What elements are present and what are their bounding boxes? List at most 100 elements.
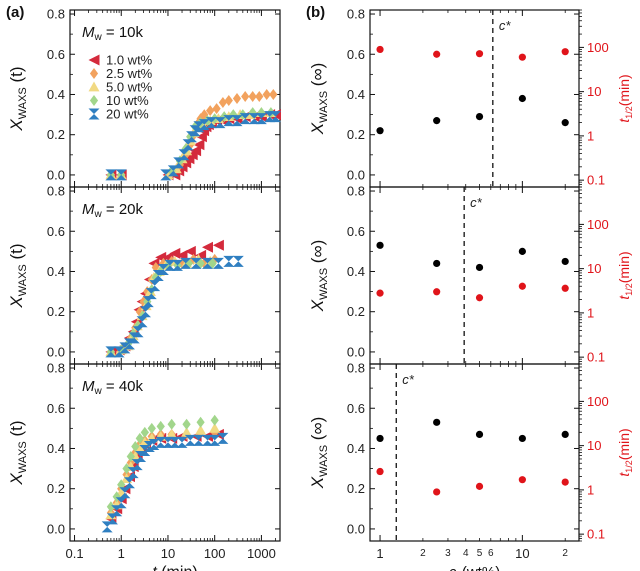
data-point [178, 149, 190, 161]
y-tick-label: 0.6 [347, 401, 365, 416]
legend-label: 5.0 wt% [106, 80, 153, 95]
data-point [193, 434, 204, 446]
legend-marker [88, 54, 100, 66]
y-tick-label: 0.8 [47, 184, 65, 199]
data-point [257, 107, 266, 119]
data-point [184, 434, 196, 446]
xwaxs-point [376, 434, 384, 443]
y-tick-label: 0.4 [347, 87, 365, 102]
x-tick-label: 10 [515, 546, 529, 561]
data-point [164, 259, 176, 271]
x-tick-label: 1000 [247, 546, 276, 561]
data-point [190, 145, 202, 157]
data-point [167, 418, 176, 430]
data-point [262, 89, 271, 100]
y-right-tick-label: 10 [587, 84, 601, 99]
data-point [223, 115, 235, 127]
data-point [115, 169, 127, 181]
data-point [239, 113, 251, 125]
data-point [208, 257, 217, 269]
y-axis-label: XWAXS (t) [7, 420, 29, 485]
y-right-tick-label: 10 [587, 261, 601, 276]
data-point [176, 436, 188, 448]
panel-label-b: (b) [306, 4, 325, 21]
y-tick-label: 0.8 [347, 184, 365, 199]
y-right-axis-label: t1/2(min) [616, 428, 634, 476]
y-tick-label: 0.8 [47, 7, 65, 22]
y-tick-label: 0.4 [47, 87, 65, 102]
x-tick-label: 100 [204, 546, 226, 561]
data-point [135, 432, 144, 444]
data-point [270, 111, 281, 123]
axes-frame [369, 363, 580, 542]
data-point [193, 139, 205, 151]
data-point [180, 257, 192, 269]
data-point [255, 113, 267, 125]
y-right-tick-label: 100 [587, 40, 609, 55]
y-axis-label: XWAXS (∞) [308, 417, 330, 490]
t-half-point [518, 53, 526, 61]
data-point [134, 443, 146, 453]
data-point [139, 445, 151, 456]
y-axis-label: XWAXS (t) [7, 243, 29, 308]
data-point [119, 342, 131, 354]
t-half-point [518, 282, 526, 290]
t-half-point [475, 482, 484, 490]
data-point [202, 241, 213, 253]
t-half-point [433, 288, 441, 296]
data-point [212, 239, 224, 251]
x-tick-label: 0.1 [65, 546, 83, 561]
t-half-point [561, 48, 569, 56]
t-half-point [475, 294, 484, 302]
legend-marker [88, 81, 100, 92]
data-point [255, 91, 264, 102]
data-point [157, 264, 169, 275]
data-point [190, 257, 202, 269]
data-point [166, 428, 178, 439]
data-point [232, 93, 242, 104]
y-right-axis-label: t1/2(min) [616, 74, 634, 122]
xwaxs-point [561, 430, 569, 438]
data-point [212, 103, 221, 115]
x-minor-tick-label: 2 [420, 548, 426, 559]
axes-layer [69, 9, 584, 542]
data-point [132, 326, 144, 338]
t-half-point [561, 284, 569, 292]
t-half-point [561, 478, 569, 486]
data-point [209, 422, 221, 433]
t-half-point [518, 476, 526, 484]
y-tick-label: 0.0 [47, 167, 65, 182]
data-point [202, 257, 213, 269]
data-point [106, 501, 115, 513]
axes-frame [369, 9, 580, 188]
y-tick-label: 0.6 [47, 47, 65, 62]
data-point [105, 346, 117, 358]
y-tick-label: 0.4 [47, 264, 65, 279]
data-point [224, 95, 233, 106]
data-point [149, 280, 161, 292]
data-point [172, 259, 183, 271]
y-tick-label: 0.0 [47, 521, 65, 536]
y-tick-label: 0.2 [347, 304, 365, 319]
data-point [218, 97, 227, 108]
data-point [195, 131, 207, 143]
data-point [181, 426, 193, 437]
x-tick-label: 1 [118, 546, 125, 561]
data-point [182, 418, 191, 430]
t-half-point [475, 50, 484, 58]
data-point [119, 487, 131, 499]
data-point [136, 316, 148, 328]
data-point [156, 420, 165, 432]
x-minor-tick-label: 6 [488, 548, 494, 559]
y-tick-label: 0.8 [347, 361, 365, 376]
mw-annotation: Mw = 40k [82, 378, 144, 397]
y-tick-label: 0.6 [347, 47, 365, 62]
data-point [269, 89, 278, 100]
y-axis-label: XWAXS (∞) [308, 240, 330, 313]
data-point [162, 436, 174, 448]
axes-frame [69, 363, 281, 542]
data-point [202, 434, 213, 446]
data-point [195, 424, 207, 435]
